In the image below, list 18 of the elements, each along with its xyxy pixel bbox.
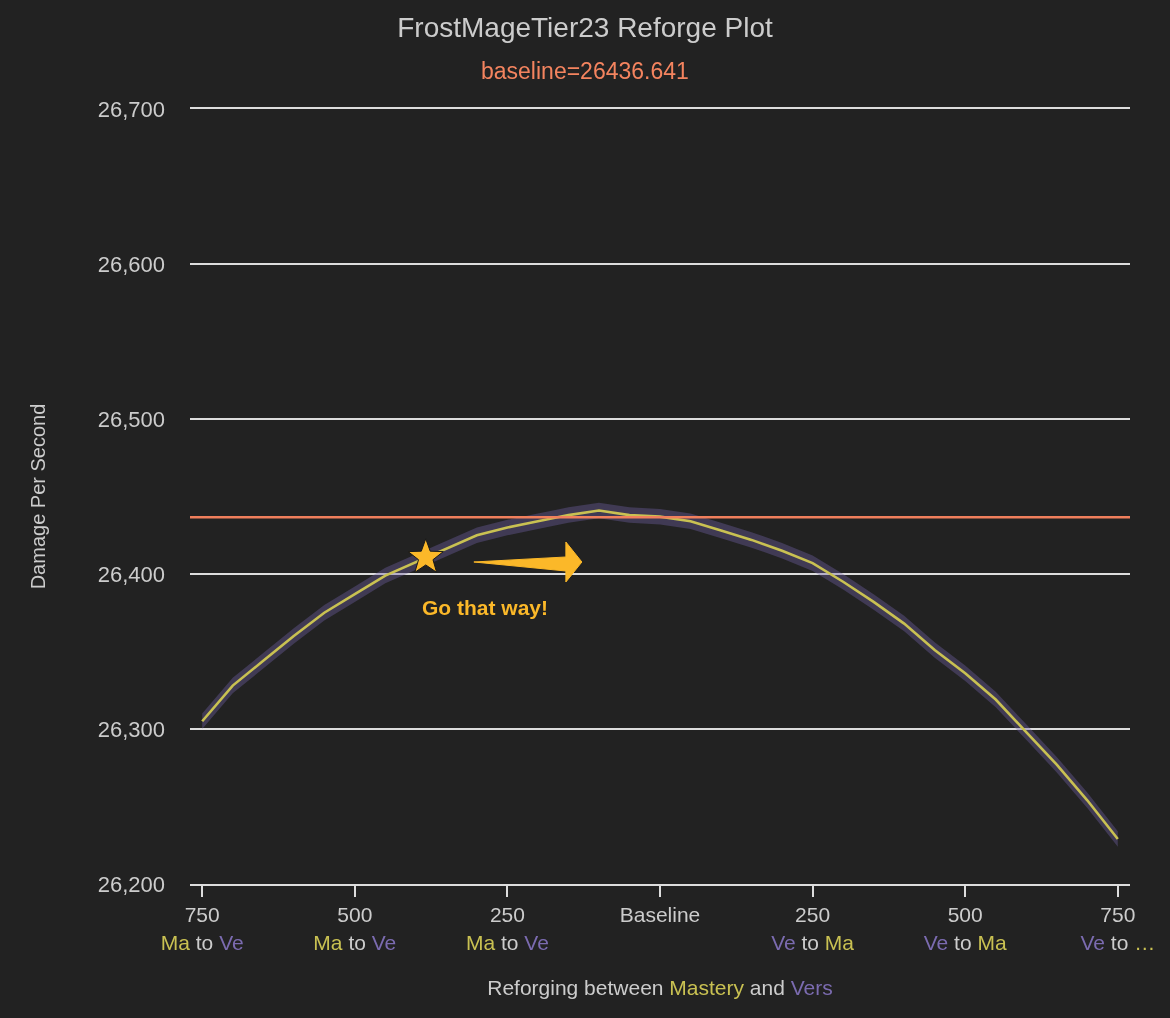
y-tick-label: 26,500 (97, 406, 165, 432)
y-tick-label: 26,600 (97, 251, 165, 277)
y-tick-label: 26,400 (97, 561, 165, 587)
x-axis-title: Reforging between Mastery and Vers (487, 976, 833, 1000)
x-tick-label: 750 Ma to Ve (160, 903, 244, 954)
y-tick-label: 26,200 (97, 871, 165, 897)
y-tick-label: 26,700 (97, 96, 165, 122)
y-tick-label: 26,300 (97, 716, 165, 742)
annotation: Go that way! (422, 596, 549, 619)
x-tick-label: 750 Ve to … (1080, 903, 1156, 954)
x-tick-label: 250 Ma to Ve (465, 903, 549, 954)
x-tick-label: 500 Ve to Ma (923, 903, 1007, 954)
chart-title: FrostMageTier23 Reforge Plot (397, 11, 773, 43)
x-tick-label: 500 Ma to Ve (313, 903, 397, 954)
x-tick-label: Baseline (619, 903, 701, 927)
chart-subtitle: baseline=26436.641 (481, 58, 689, 84)
y-axis-title: Damage Per Second (27, 403, 50, 590)
x-tick-label: 250 Ve to Ma (771, 903, 855, 954)
